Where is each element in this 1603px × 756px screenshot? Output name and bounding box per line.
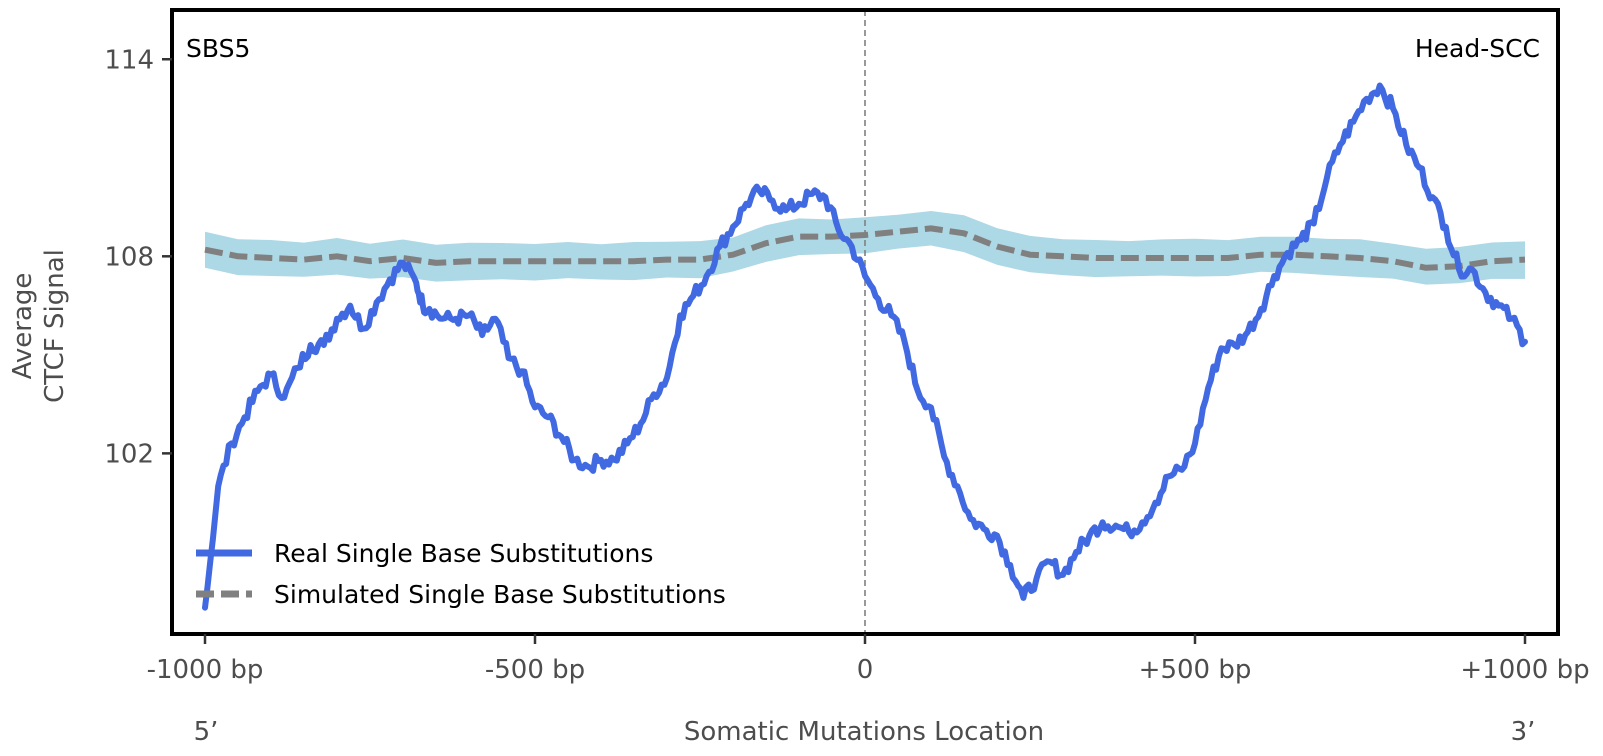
real-series-line bbox=[202, 82, 1528, 611]
three-prime-label: 3’ bbox=[1511, 717, 1536, 747]
y-axis-title-line2: CTCF Signal bbox=[40, 249, 70, 403]
x-tick-label: +1000 bp bbox=[1460, 655, 1589, 685]
simulated-confidence-band-layer bbox=[205, 211, 1525, 285]
x-tick-label: -1000 bp bbox=[147, 655, 264, 685]
x-axis-title: Somatic Mutations Location bbox=[684, 717, 1044, 747]
legend: Real Single Base Substitutions Simulated… bbox=[196, 539, 726, 609]
x-tick-label: +500 bp bbox=[1139, 655, 1252, 685]
x-tick-label: 0 bbox=[857, 655, 874, 685]
x-tick-label: -500 bp bbox=[485, 655, 585, 685]
axis-ticks-layer: -1000 bp -500 bp 0 +500 bp +1000 bp 102 108 114 bbox=[104, 45, 1589, 685]
simulated-series-layer bbox=[204, 225, 1526, 271]
cancer-type-label: Head-SCC bbox=[1415, 34, 1540, 63]
simulated-confidence-band bbox=[205, 211, 1525, 285]
y-axis-title-line1: Average bbox=[8, 273, 38, 380]
five-prime-label: 5’ bbox=[194, 717, 219, 747]
y-tick-label: 108 bbox=[104, 242, 154, 272]
y-tick-label: 114 bbox=[104, 45, 154, 75]
simulated-series-line bbox=[204, 225, 1526, 271]
real-series-layer bbox=[202, 82, 1528, 611]
y-tick-label: 102 bbox=[104, 439, 154, 469]
legend-real-label: Real Single Base Substitutions bbox=[274, 539, 653, 568]
legend-simulated-label: Simulated Single Base Substitutions bbox=[274, 580, 726, 609]
signature-label: SBS5 bbox=[186, 34, 250, 63]
